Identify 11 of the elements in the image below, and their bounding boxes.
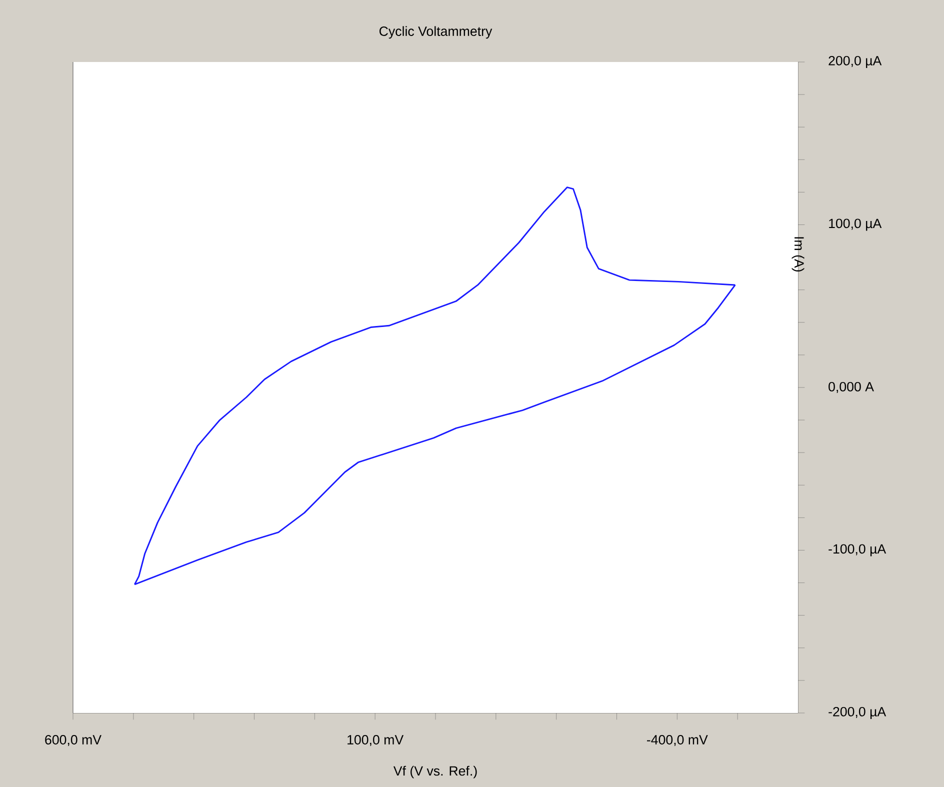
x-tick-label: -400,0 mV [646,735,708,746]
y-tick-label: -100,0 µA [828,544,886,556]
y-tick-label: 0,000 A [828,382,874,394]
x-axis-title: Vf (V vs. Ref.) [393,766,477,778]
y-tick-label: 200,0 µA [828,56,882,68]
y-axis-title: Im (A) [792,237,804,272]
x-tick-label: 100,0 mV [348,735,404,746]
chart-title: Cyclic Voltammetry [379,26,492,39]
x-tick-label: 600,0 mV [45,735,102,746]
y-tick-label: -200,0 µA [828,706,886,720]
y-tick-label: 100,0 µA [829,218,882,231]
